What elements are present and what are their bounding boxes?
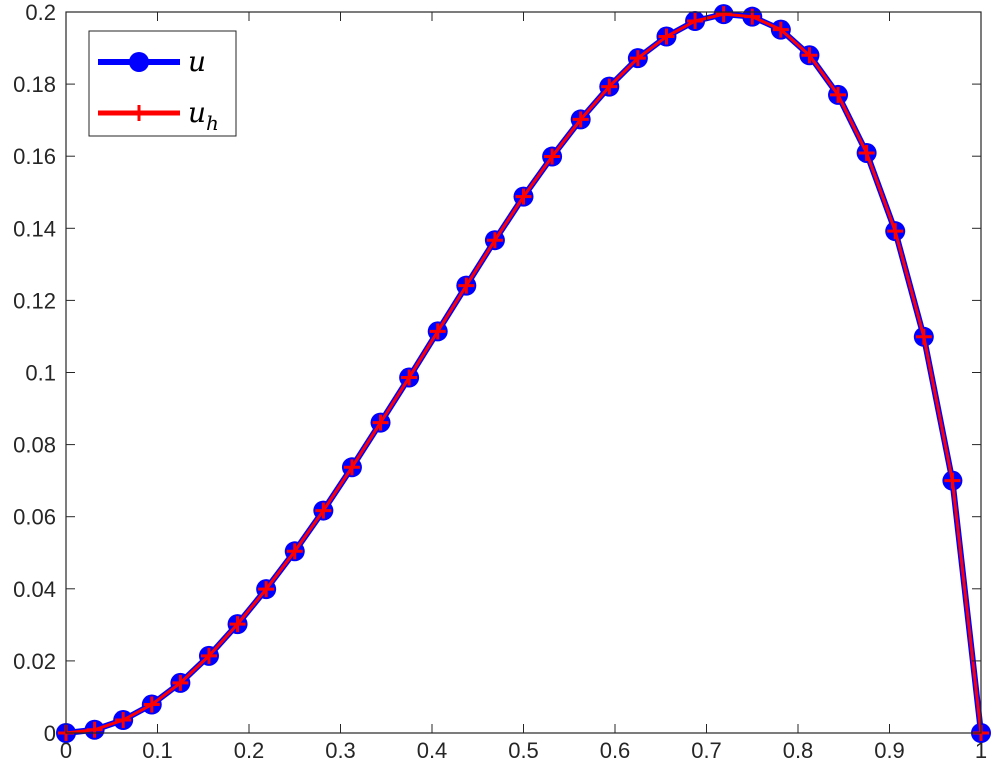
data-point-u_h: [286, 543, 303, 560]
data-point-u_h: [744, 8, 761, 25]
y-tick-label: 0.02: [13, 649, 56, 674]
y-tick-label: 0.08: [13, 433, 56, 458]
legend-label-uh: uh: [188, 96, 219, 135]
legend-label-u: u: [188, 45, 206, 78]
x-tick-label: 0.5: [508, 738, 539, 763]
data-point-u_h: [429, 323, 446, 340]
data-point-u_h: [858, 144, 875, 161]
series-layer: [56, 4, 991, 743]
y-tick-label: 0.16: [13, 144, 56, 169]
data-point-u_h: [343, 459, 360, 476]
x-tick-label: 0.2: [234, 738, 265, 763]
y-tick-label: 0.12: [13, 288, 56, 313]
data-point-u_h: [115, 712, 132, 729]
data-point-u_h: [944, 472, 961, 489]
data-point-u_h: [401, 369, 418, 386]
x-tick-label: 0.1: [142, 738, 173, 763]
tick-layer: 0 0.1 0.2 0.3 0.4 0.5 0.6 0.7 0.8 0.9 1 0 0.02 0.04 0.…: [13, 0, 987, 763]
data-point-u_h: [458, 277, 475, 294]
y-tick-label: 0.04: [13, 577, 56, 602]
data-point-u_h: [315, 502, 332, 519]
x-tick-label: 0.6: [600, 738, 631, 763]
legend-marker-u: [129, 52, 149, 72]
legend: u uh: [88, 30, 237, 137]
x-tick-label: 0.9: [874, 738, 905, 763]
data-point-u_h: [200, 647, 217, 664]
y-tick-label: 0: [44, 721, 56, 746]
data-point-u_h: [515, 188, 532, 205]
x-tick-label: 0: [60, 738, 72, 763]
x-tick-label: 0.7: [691, 738, 722, 763]
y-tick-label: 0.1: [25, 361, 56, 386]
x-tick-label: 0.4: [417, 738, 448, 763]
x-tick-label: 0.8: [783, 738, 814, 763]
data-point-u_h: [887, 223, 904, 240]
data-point-u_h: [601, 78, 618, 95]
data-point-u_h: [86, 721, 103, 738]
data-point-u_h: [544, 148, 561, 165]
data-point-u_h: [258, 581, 275, 598]
y-tick-label: 0.18: [13, 72, 56, 97]
data-point-u_h: [801, 47, 818, 64]
data-point-u_h: [486, 232, 503, 249]
x-tick-label: 1: [975, 738, 987, 763]
y-tick-label: 0.14: [13, 216, 56, 241]
y-tick-label: 0.06: [13, 505, 56, 530]
legend-box: [88, 30, 237, 137]
data-point-u_h: [372, 414, 389, 431]
x-tick-label: 0.3: [325, 738, 356, 763]
data-point-u_h: [915, 328, 932, 345]
data-point-u_h: [687, 13, 704, 30]
data-point-u_h: [172, 674, 189, 691]
data-point-u_h: [658, 28, 675, 45]
data-point-u_h: [715, 6, 732, 23]
legend-marker-uh: [131, 105, 147, 121]
data-point-u_h: [229, 616, 246, 633]
y-tick-label: 0.2: [25, 0, 56, 25]
data-point-u_h: [572, 111, 589, 128]
data-point-u_h: [143, 696, 160, 713]
data-point-u_h: [772, 21, 789, 38]
data-point-u_h: [629, 50, 646, 67]
data-point-u_h: [830, 86, 847, 103]
